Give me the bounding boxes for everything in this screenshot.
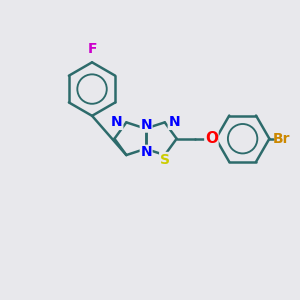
Text: N: N <box>168 116 180 129</box>
Text: Br: Br <box>273 132 290 146</box>
Text: N: N <box>140 118 152 132</box>
Text: F: F <box>87 42 97 56</box>
Text: N: N <box>140 146 152 159</box>
Text: O: O <box>205 131 218 146</box>
Text: S: S <box>160 152 170 167</box>
Text: N: N <box>111 116 123 129</box>
